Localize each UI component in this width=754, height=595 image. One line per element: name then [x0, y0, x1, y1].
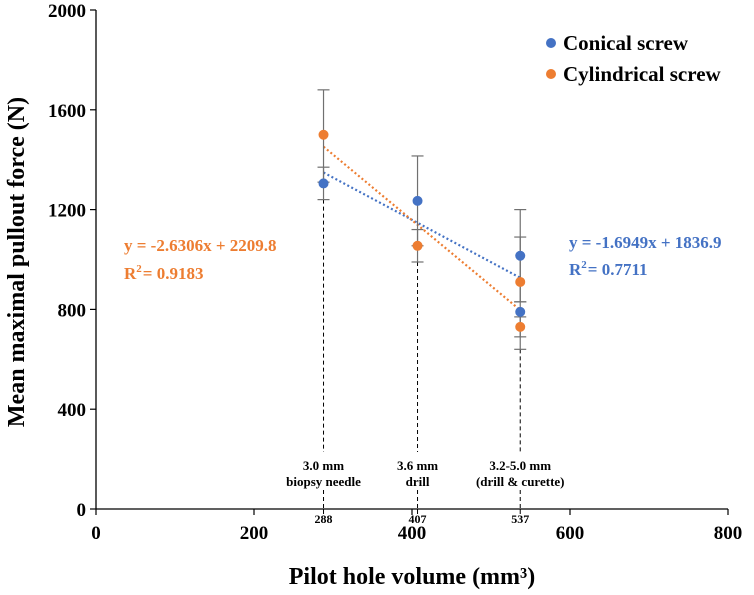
y-tick-label: 1600: [48, 101, 86, 122]
x-tick-label: 200: [240, 523, 269, 544]
trendline-conical: [323, 171, 521, 279]
annotation-size: 3.0 mm: [303, 458, 344, 473]
point-conical: [412, 195, 423, 206]
annotation-method: drill: [406, 474, 430, 489]
point-cylindrical: [412, 240, 423, 251]
x-ticks: 0 200 400 600 800 288 407 537: [91, 509, 742, 544]
point-conical: [318, 178, 329, 189]
y-tick-label: 1200: [48, 201, 86, 222]
conical-r2-sup: 2: [581, 259, 587, 271]
x-tick-label: 0: [91, 523, 101, 544]
data-points: [318, 129, 526, 332]
cylindrical-r2: R2= 0.9183: [124, 263, 203, 283]
legend-label-conical: Conical screw: [563, 31, 689, 55]
y-tick-label: 0: [77, 500, 87, 521]
error-bars: [317, 89, 527, 350]
legend-label-cylindrical: Cylindrical screw: [563, 62, 722, 86]
x-tick-label: 600: [556, 523, 585, 544]
legend: Conical screw Cylindrical screw: [546, 31, 722, 86]
point-cylindrical: [318, 129, 329, 140]
y-tick-label: 2000: [48, 1, 86, 22]
conical-r2: R2= 0.7711: [569, 259, 648, 279]
annotation-method: biopsy needle: [286, 474, 361, 489]
conical-r2-value: = 0.7711: [588, 260, 648, 279]
legend-marker-conical: [546, 38, 556, 48]
x-minor-tick-label: 407: [409, 512, 427, 526]
trendline-cylindrical: [322, 145, 521, 311]
point-cylindrical: [515, 276, 526, 287]
x-tick-label: 800: [714, 523, 743, 544]
point-conical: [515, 306, 526, 317]
point-cylindrical: [515, 321, 526, 332]
legend-marker-cylindrical: [546, 69, 556, 79]
cylindrical-r2-value: = 0.9183: [143, 264, 204, 283]
x-minor-tick-label: 288: [315, 512, 333, 526]
conical-equation: y = -1.6949x + 1836.9: [569, 233, 722, 252]
annotation-method: (drill & curette): [476, 474, 565, 489]
y-tick-label: 800: [58, 300, 87, 321]
trendlines: [322, 145, 521, 311]
x-minor-tick-label: 537: [511, 512, 529, 526]
point-conical: [515, 250, 526, 261]
cylindrical-r2-sup: 2: [136, 263, 142, 275]
y-tick-label: 400: [58, 400, 87, 421]
x-tick-label: 400: [398, 523, 427, 544]
cylindrical-r2-label: R: [124, 264, 137, 283]
y-ticks: 0 400 800 1200 1600 2000: [48, 1, 96, 521]
conical-r2-label: R: [569, 260, 582, 279]
x-axis-title: Pilot hole volume (mm³): [289, 564, 535, 590]
cylindrical-equation: y = -2.6306x + 2209.8: [124, 236, 277, 255]
vertical-guide-lines: [323, 199, 521, 509]
annotation-size: 3.2-5.0 mm: [489, 458, 551, 473]
y-axis-title: Mean maximal pullout force (N): [4, 97, 30, 427]
annotation-size: 3.6 mm: [397, 458, 438, 473]
